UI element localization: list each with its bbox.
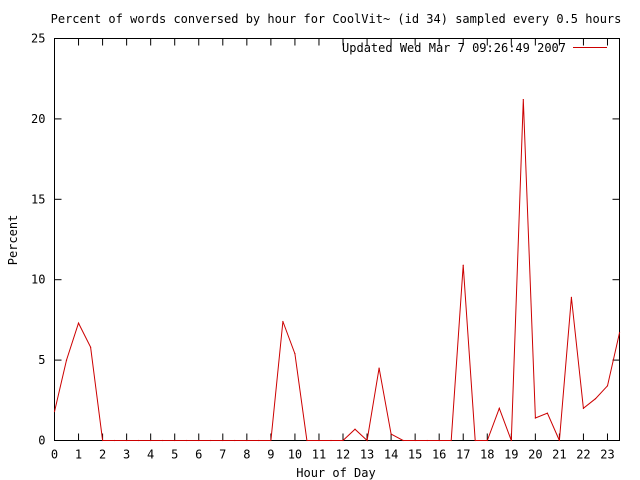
data-point — [462, 264, 464, 266]
data-point — [138, 439, 140, 442]
x-tick-label: 23 — [600, 448, 614, 462]
data-point — [330, 439, 332, 442]
data-point — [53, 410, 56, 413]
x-tick-label: 17 — [456, 448, 470, 462]
data-point — [594, 398, 597, 400]
y-tick-label: 0 — [38, 434, 45, 448]
data-point — [198, 439, 200, 442]
x-axis: 0 1 2 3 4 5 6 7 8 9 10 11 12 13 14 15 16 17 18 19 20 21 22 23 — [51, 38, 615, 462]
chart-title: Percent of words conversed by hour for C… — [51, 12, 622, 26]
data-point — [101, 439, 104, 442]
x-tick-label: 10 — [288, 448, 302, 462]
x-tick-label: 18 — [480, 448, 494, 462]
data-point — [342, 439, 344, 442]
x-tick-label: 19 — [504, 448, 518, 462]
data-point — [114, 439, 116, 442]
legend: Updated Wed Mar 7 09:26:49 2007 — [342, 41, 607, 55]
x-tick-label: 3 — [123, 448, 130, 462]
data-point — [306, 439, 308, 442]
y-tick-label: 10 — [31, 273, 45, 287]
data-point — [426, 439, 428, 442]
data-point — [570, 296, 573, 298]
data-point — [378, 367, 380, 369]
x-tick-label: 1 — [75, 448, 82, 462]
data-point — [162, 439, 164, 442]
data-point — [486, 439, 488, 442]
data-point — [606, 385, 609, 387]
x-tick-label: 2 — [99, 448, 106, 462]
y-axis-label: Percent — [6, 215, 20, 266]
data-point — [618, 332, 621, 334]
data-point — [474, 439, 476, 442]
x-tick-label: 16 — [432, 448, 446, 462]
series-line-0 — [54, 99, 620, 442]
data-point — [77, 322, 80, 324]
data-point — [126, 439, 128, 442]
data-point — [150, 439, 152, 442]
x-tick-label: 6 — [195, 448, 202, 462]
x-axis-label: Hour of Day — [296, 466, 375, 480]
data-point — [438, 439, 440, 442]
x-tick-label: 15 — [408, 448, 422, 462]
data-point — [354, 428, 356, 430]
data-point — [234, 439, 236, 442]
data-point — [246, 439, 248, 442]
x-tick-label: 5 — [171, 448, 178, 462]
x-tick-label: 13 — [360, 448, 374, 462]
plot-frame — [54, 38, 620, 441]
y-tick-label: 15 — [31, 192, 45, 206]
data-point — [174, 439, 176, 442]
data-point — [546, 412, 548, 414]
data-point — [222, 439, 224, 442]
x-tick-label: 9 — [267, 448, 274, 462]
data-point — [294, 353, 296, 355]
x-tick-label: 12 — [336, 448, 350, 462]
legend-label: Updated Wed Mar 7 09:26:49 2007 — [342, 41, 566, 55]
y-axis: 0 5 10 15 20 25 — [31, 32, 620, 448]
data-point — [534, 417, 536, 419]
data-point — [558, 439, 560, 442]
data-point — [498, 407, 500, 409]
series-layer — [53, 99, 621, 442]
data-point — [210, 439, 212, 442]
data-point — [510, 439, 512, 442]
data-point — [414, 439, 416, 442]
data-point — [522, 99, 524, 101]
data-point — [282, 320, 284, 323]
y-tick-label: 25 — [31, 32, 45, 46]
x-tick-label: 11 — [312, 448, 326, 462]
x-tick-label: 0 — [51, 448, 58, 462]
x-tick-label: 7 — [219, 448, 226, 462]
x-tick-label: 8 — [243, 448, 250, 462]
x-tick-label: 22 — [576, 448, 590, 462]
x-tick-label: 14 — [384, 448, 398, 462]
x-tick-label: 21 — [552, 448, 566, 462]
data-point — [270, 439, 272, 442]
y-tick-label: 5 — [38, 353, 45, 367]
y-tick-label: 20 — [31, 112, 45, 126]
data-point — [89, 346, 92, 348]
data-point — [450, 439, 452, 442]
data-point — [258, 439, 260, 442]
x-tick-label: 4 — [147, 448, 154, 462]
x-tick-label: 20 — [528, 448, 542, 462]
data-point — [366, 439, 368, 442]
data-point — [582, 407, 585, 409]
data-point — [390, 433, 392, 435]
data-point — [402, 439, 404, 442]
data-point — [318, 439, 320, 442]
data-point — [65, 359, 68, 361]
data-point — [186, 439, 188, 442]
